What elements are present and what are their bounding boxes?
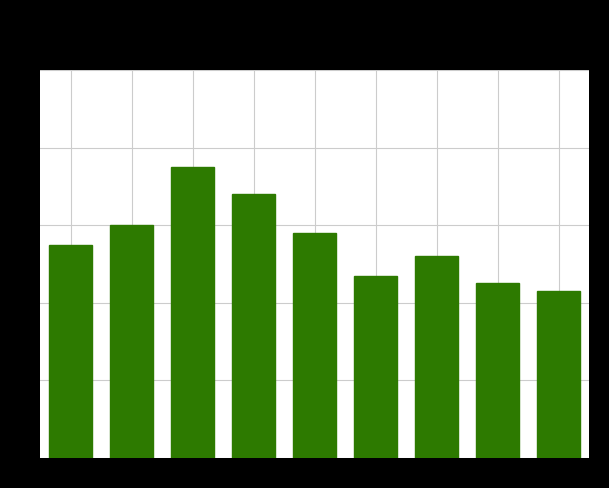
Bar [49, 244, 92, 458]
Bar [354, 276, 397, 458]
Bar [171, 167, 214, 458]
Bar [232, 194, 275, 458]
Bar [476, 284, 519, 458]
Bar [110, 225, 153, 458]
Bar [415, 256, 458, 458]
Bar [293, 233, 336, 458]
Bar [537, 291, 580, 458]
